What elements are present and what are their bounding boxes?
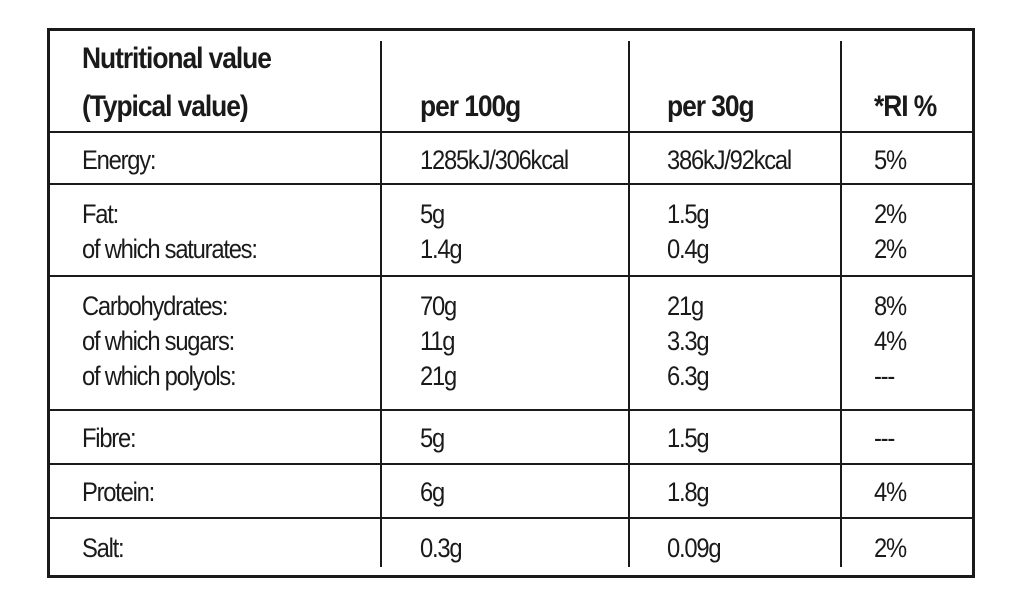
per-100g-value: 11g	[420, 326, 455, 356]
header-typical-value: (Typical value)	[82, 90, 249, 123]
nutrient-label: Fibre:	[82, 423, 137, 453]
ri-value: ---	[874, 423, 895, 453]
row-divider	[50, 409, 972, 411]
nutrition-table: Nutritional value (Typical value) per 10…	[47, 28, 975, 578]
nutrient-label: Carbohydrates:	[82, 291, 228, 321]
nutrient-label: Fat:	[82, 199, 119, 229]
nutrient-sublabel: of which polyols:	[82, 361, 237, 391]
per-100g-value: 1285kJ/306kcal	[420, 145, 569, 175]
header-nutritional-value: Nutritional value	[82, 42, 272, 75]
table-row-protein: Protein: 6g 1.8g 4%	[50, 465, 972, 515]
ri-value: ---	[874, 361, 895, 391]
per-30g-value: 0.4g	[667, 234, 710, 264]
per-100g-value: 5g	[420, 423, 445, 453]
per-100g-value: 0.3g	[420, 533, 463, 563]
per-100g-value: 70g	[420, 291, 457, 321]
ri-value: 4%	[874, 326, 907, 356]
ri-value: 2%	[874, 199, 907, 229]
per-100g-value: 1.4g	[420, 234, 463, 264]
per-30g-value: 3.3g	[667, 326, 710, 356]
nutrient-label: Energy:	[82, 145, 156, 175]
ri-value: 8%	[874, 291, 907, 321]
ri-value: 2%	[874, 533, 907, 563]
nutrient-sublabel: of which sugars:	[82, 326, 235, 356]
column-divider	[840, 41, 842, 567]
row-divider	[50, 275, 972, 277]
nutrient-sublabel: of which saturates:	[82, 234, 258, 264]
per-100g-value: 6g	[420, 477, 445, 507]
per-100g-value: 21g	[420, 361, 457, 391]
per-30g-value: 1.5g	[667, 199, 710, 229]
per-30g-value: 6.3g	[667, 361, 710, 391]
header-ri-percent: *RI %	[874, 90, 937, 123]
nutrient-label: Salt:	[82, 533, 125, 563]
table-row-fibre: Fibre: 5g 1.5g ---	[50, 411, 972, 461]
per-30g-value: 0.09g	[667, 533, 722, 563]
table-row-energy: Energy: 1285kJ/306kcal 386kJ/92kcal 5%	[50, 133, 972, 183]
column-divider	[628, 41, 630, 567]
table-row-salt: Salt: 0.3g 0.09g 2%	[50, 519, 972, 575]
row-divider	[50, 131, 972, 133]
ri-value: 4%	[874, 477, 907, 507]
table-row-carbohydrates: Carbohydrates: of which sugars: of which…	[50, 277, 972, 407]
per-100g-value: 5g	[420, 199, 445, 229]
per-30g-value: 21g	[667, 291, 704, 321]
per-30g-value: 386kJ/92kcal	[667, 145, 792, 175]
column-divider	[380, 41, 382, 567]
per-30g-value: 1.8g	[667, 477, 710, 507]
per-30g-value: 1.5g	[667, 423, 710, 453]
nutrient-label: Protein:	[82, 477, 155, 507]
header-per-30g: per 30g	[667, 90, 755, 123]
table-row-fat: Fat: of which saturates: 5g 1.4g 1.5g 0.…	[50, 185, 972, 275]
header-per-100g: per 100g	[420, 90, 521, 123]
ri-value: 5%	[874, 145, 907, 175]
row-divider	[50, 517, 972, 519]
row-divider	[50, 183, 972, 185]
row-divider	[50, 463, 972, 465]
header-row: Nutritional value (Typical value) per 10…	[50, 31, 972, 131]
ri-value: 2%	[874, 234, 907, 264]
